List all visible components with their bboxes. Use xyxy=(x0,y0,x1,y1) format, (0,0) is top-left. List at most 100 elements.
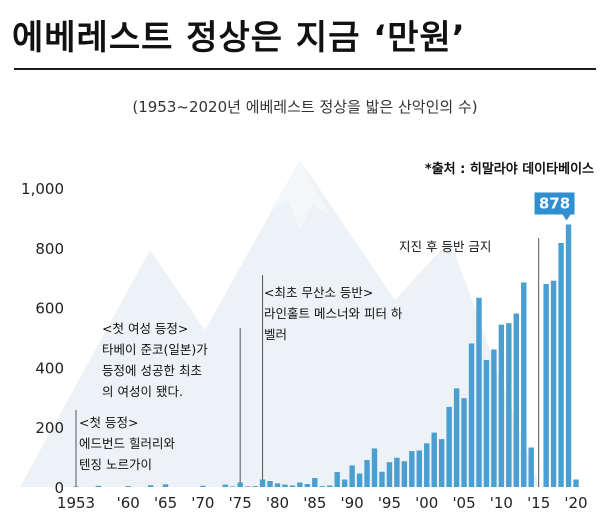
bar-2020 xyxy=(573,479,579,487)
bar-2017 xyxy=(550,280,557,487)
x-tick-label: '10 xyxy=(490,494,513,512)
y-tick-label: 1,000 xyxy=(21,180,64,198)
mountain-snowcap xyxy=(270,160,330,230)
bar-1992 xyxy=(364,460,370,487)
bar-1991 xyxy=(356,473,363,487)
x-tick-label: '75 xyxy=(229,494,252,512)
y-tick-label: 800 xyxy=(35,240,64,258)
bar-2007 xyxy=(476,297,482,487)
peak-badge: 878 xyxy=(534,192,575,221)
bar-1988 xyxy=(334,472,340,487)
bar-1985 xyxy=(312,478,318,487)
bar-1987 xyxy=(327,485,333,487)
x-tick-label: '85 xyxy=(303,494,326,512)
bar-1997 xyxy=(401,461,408,487)
bar-2018 xyxy=(558,243,564,487)
peak-data-label: 878 xyxy=(539,194,570,212)
bar-1998 xyxy=(409,451,415,487)
x-tick-label: 1953 xyxy=(57,494,95,512)
bar-1990 xyxy=(349,465,355,487)
y-tick-label: 600 xyxy=(35,300,64,318)
bar-2012 xyxy=(513,313,519,487)
bar-2014 xyxy=(528,447,534,487)
bar-2013 xyxy=(521,282,527,487)
bar-1978 xyxy=(259,479,266,487)
y-tick-label: 0 xyxy=(54,479,64,497)
bar-2002 xyxy=(438,439,445,487)
bar-1986 xyxy=(319,486,325,487)
bar-1976 xyxy=(244,486,251,487)
x-tick-label: '80 xyxy=(266,494,289,512)
bar-2010 xyxy=(498,324,505,487)
x-tick-label: '60 xyxy=(117,494,140,512)
bar-1995 xyxy=(386,462,393,487)
annotation-first-female-line: 등정에 성공한 최초 xyxy=(102,363,202,378)
bar-1979 xyxy=(267,481,273,487)
y-axis: 0 200 400 600 800 1,000 xyxy=(21,180,64,497)
annotation-first-ascent-line: 텐징 노르가이 xyxy=(79,457,152,472)
bar-1983 xyxy=(297,482,303,487)
annotation-first-female-line: 의 여성이 됐다. xyxy=(102,384,183,399)
annotation-no-oxygen-heading: <최초 무산소 등반> xyxy=(264,285,374,300)
bar-2004 xyxy=(453,388,460,487)
bar-1980 xyxy=(274,483,281,487)
mountain-watermark xyxy=(20,160,540,487)
bar-1977 xyxy=(252,486,258,487)
bar-1982 xyxy=(289,485,296,487)
annotation-no-oxygen-line: 벨러 xyxy=(264,327,288,342)
bar-2009 xyxy=(491,349,497,487)
bar-2011 xyxy=(506,323,512,487)
peak-badge-box xyxy=(534,192,575,215)
bar-2001 xyxy=(431,432,437,487)
bar-1970 xyxy=(200,485,206,487)
x-tick-label: '00 xyxy=(415,494,438,512)
annotation-no-oxygen: <최초 무산소 등반> 라인홀트 메스너와 피터 하 벨러 xyxy=(264,282,402,345)
bar-2006 xyxy=(468,343,475,487)
source-credit: *출처 : 히말라야 데이타베이스 xyxy=(424,162,594,177)
x-tick-label: '65 xyxy=(154,494,177,512)
annotation-first-female-line: 타베이 준코(일본)가 xyxy=(102,342,208,357)
bar-2008 xyxy=(483,359,490,487)
x-tick-label: '95 xyxy=(378,494,401,512)
bar-1996 xyxy=(394,457,400,487)
bar-1994 xyxy=(379,471,385,487)
bar-2005 xyxy=(461,398,467,487)
bar-2016 xyxy=(543,283,549,487)
bar-1956 xyxy=(95,485,102,487)
x-tick-label: '70 xyxy=(191,494,214,512)
headline-underline xyxy=(14,68,596,70)
bar-2019 xyxy=(565,224,572,488)
bar-1953 xyxy=(73,486,79,487)
bar-1993 xyxy=(371,448,378,487)
bar-1999 xyxy=(416,450,422,487)
annotation-no-oxygen-line: 라인홀트 메스너와 피터 하 xyxy=(264,306,403,321)
annotation-first-ascent-line: 에드번드 힐러리와 xyxy=(79,436,175,451)
bar-1974 xyxy=(230,486,236,487)
peak-badge-pointer xyxy=(562,214,571,221)
annotation-first-ascent: <첫 등정> 에드번드 힐러리와 텐징 노르가이 xyxy=(79,412,175,475)
annotation-lines xyxy=(75,238,540,487)
x-tick-label: '90 xyxy=(341,494,364,512)
bar-1989 xyxy=(341,479,348,487)
annotation-quake-ban: 지진 후 등반 금지 xyxy=(399,236,491,257)
bar-1963 xyxy=(147,485,154,487)
annotation-first-female: <첫 여성 등정> 타베이 준코(일본)가 등정에 성공한 최초 의 여성이 됐… xyxy=(102,318,208,402)
bar-1973 xyxy=(222,484,228,487)
bar-series xyxy=(73,224,579,488)
bar-1981 xyxy=(282,484,288,487)
bar-1975 xyxy=(237,482,243,487)
annotation-quake-ban-line: 지진 후 등반 금지 xyxy=(399,239,492,254)
chart-subtitle: (1953~2020년 에베레스트 정상을 밟은 산악인의 수) xyxy=(132,98,478,116)
y-tick-label: 200 xyxy=(35,419,64,437)
mountain-shape xyxy=(20,160,540,487)
x-axis: 1953 '60 '65 '70 '75 '80 '85 '90 '95 '00 '05 '10 '15… xyxy=(57,494,588,512)
bar-1965 xyxy=(162,484,169,487)
chart-headline: 에베레스트 정상은 지금 ‘만원’ xyxy=(12,18,466,58)
annotation-first-ascent-heading: <첫 등정> xyxy=(79,415,139,430)
x-tick-label: '15 xyxy=(527,494,550,512)
bar-1960 xyxy=(125,486,131,487)
bar-1984 xyxy=(304,484,311,487)
x-tick-label: '20 xyxy=(564,494,587,512)
y-tick-label: 400 xyxy=(35,359,64,377)
